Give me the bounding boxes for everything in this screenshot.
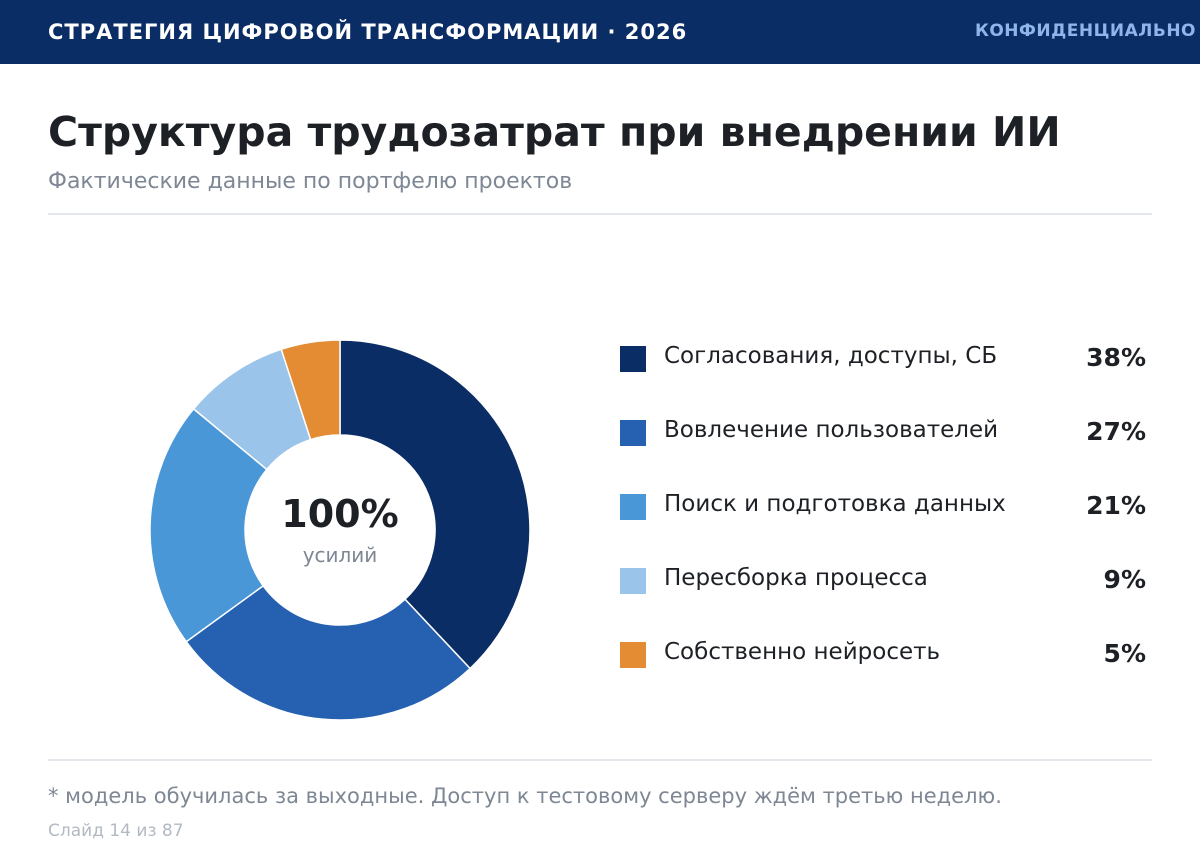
confidential-label: КОНФИДЕНЦИАЛЬНО — [974, 21, 1196, 41]
donut-chart — [149, 339, 531, 721]
donut-slice-2 — [185, 584, 472, 721]
legend-item: Согласования, доступы, СБ 38% — [620, 334, 1146, 408]
legend-label: Пересборка процесса — [664, 565, 928, 591]
legend-value: 27% — [1086, 417, 1146, 446]
legend-swatch — [620, 494, 646, 520]
legend-swatch — [620, 568, 646, 594]
donut-center-value: 100% — [281, 492, 399, 536]
legend-item: Поиск и подготовка данных 21% — [620, 482, 1146, 556]
donut-slice-1 — [339, 339, 531, 670]
donut-center-label: усилий — [302, 543, 378, 567]
top-divider — [48, 213, 1152, 215]
slide-title: Структура трудозатрат при внедрении ИИ — [48, 108, 1061, 156]
footnote: * модель обучилась за выходные. Доступ к… — [48, 784, 1002, 808]
legend-value: 5% — [1103, 639, 1146, 668]
legend-swatch — [620, 346, 646, 372]
chart-legend: Согласования, доступы, СБ 38% Вовлечение… — [620, 334, 1146, 704]
deck-title: СТРАТЕГИЯ ЦИФРОВОЙ ТРАНСФОРМАЦИИ · 2026 — [48, 20, 688, 44]
legend-label: Поиск и подготовка данных — [664, 491, 1006, 517]
legend-item: Пересборка процесса 9% — [620, 556, 1146, 630]
legend-item: Вовлечение пользователей 27% — [620, 408, 1146, 482]
donut-slice-3 — [149, 407, 268, 643]
slide-number: Слайд 14 из 87 — [48, 821, 184, 841]
legend-value: 38% — [1086, 343, 1146, 372]
legend-item: Собственно нейросеть 5% — [620, 630, 1146, 704]
slide-subtitle: Фактические данные по портфелю проектов — [48, 169, 573, 194]
legend-label: Собственно нейросеть — [664, 639, 941, 665]
legend-label: Вовлечение пользователей — [664, 417, 999, 443]
legend-value: 21% — [1086, 491, 1146, 520]
legend-value: 9% — [1103, 565, 1146, 594]
top-bar: СТРАТЕГИЯ ЦИФРОВОЙ ТРАНСФОРМАЦИИ · 2026 … — [0, 0, 1200, 64]
legend-swatch — [620, 420, 646, 446]
donut-slice-5 — [280, 339, 341, 441]
legend-label: Согласования, доступы, СБ — [664, 343, 998, 369]
legend-swatch — [620, 642, 646, 668]
bottom-divider — [48, 759, 1152, 761]
